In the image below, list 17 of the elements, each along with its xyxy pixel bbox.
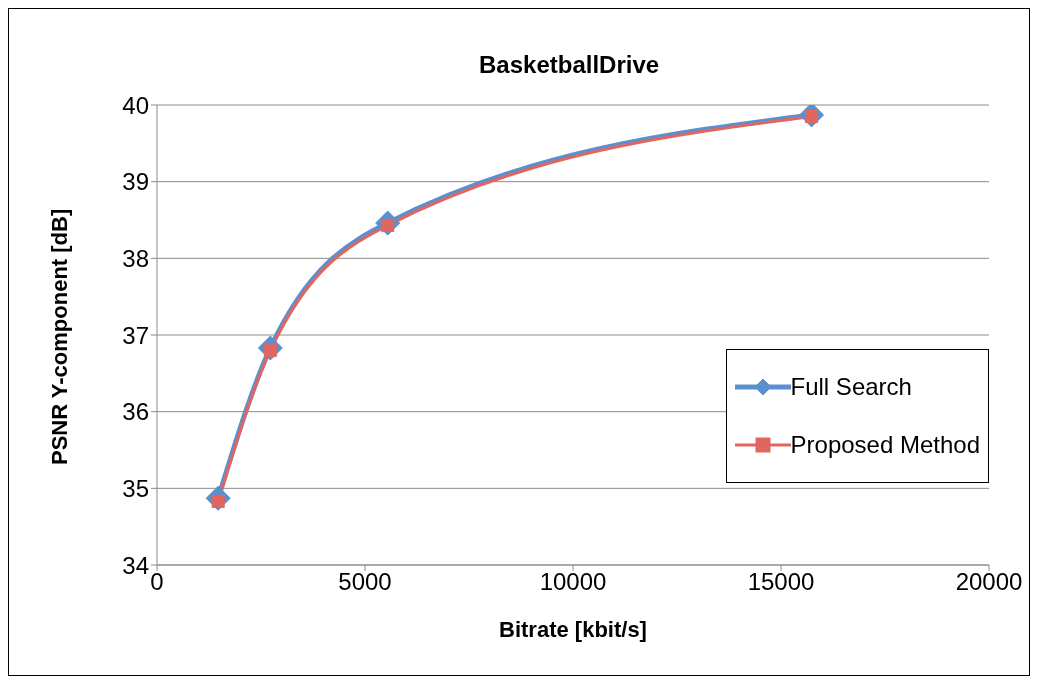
x-tick-label: 10000	[539, 568, 607, 596]
chart-title: BasketballDrive	[478, 51, 661, 79]
y-tick-label: 40	[122, 91, 149, 119]
y-tick-label: 35	[122, 474, 149, 502]
x-tick-label: 0	[150, 568, 164, 596]
y-tick-label: 34	[122, 551, 149, 579]
legend-label: Full Search	[790, 373, 912, 401]
y-tick-label: 37	[122, 321, 149, 349]
x-tick-label: 20000	[955, 568, 1023, 596]
legend-label: Proposed Method	[790, 431, 980, 459]
y-axis-title: PSNR Y-component [dB]	[46, 208, 72, 465]
x-tick-label: 15000	[747, 568, 815, 596]
x-tick-label: 5000	[338, 568, 392, 596]
y-tick-label: 38	[122, 244, 149, 272]
y-tick-label: 39	[122, 168, 149, 196]
x-axis-title: Bitrate [kbit/s]	[499, 617, 647, 642]
y-tick-label: 36	[122, 398, 149, 426]
